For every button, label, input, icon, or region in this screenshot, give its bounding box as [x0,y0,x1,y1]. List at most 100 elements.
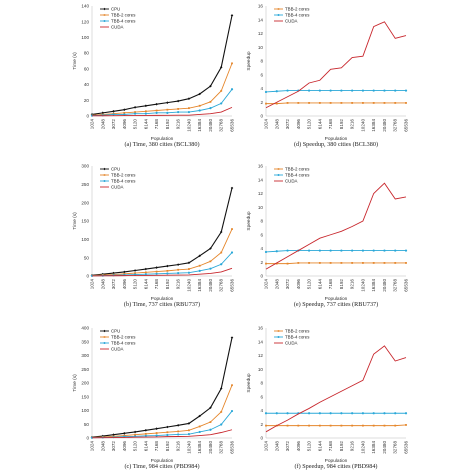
data-point [286,424,289,427]
y-axis-label: Speedup [246,373,252,393]
y-tick-label: 10 [258,45,264,50]
x-tick-label: 1024 [264,441,269,452]
y-tick-label: 8 [260,381,263,386]
x-tick-label: 8192 [165,279,170,290]
series-line-tbb-2-cores [266,424,407,427]
series-line-tbb-4-cores [91,252,233,277]
x-tick-label: 6144 [143,279,148,290]
x-axis-label: Population [325,296,348,302]
data-point [318,262,321,264]
data-point [219,387,223,390]
data-point [230,88,234,91]
data-point [265,262,267,265]
legend-entry: CUDA [285,179,298,184]
data-point [220,423,223,426]
data-point [133,430,137,434]
y-tick-label: 14 [258,339,264,344]
data-point [144,110,147,113]
data-point [166,101,169,104]
data-point [362,424,364,427]
data-point [166,264,169,268]
y-tick-label: 140 [81,4,89,9]
x-tick-label: 10240 [360,441,365,454]
y-tick-label: 60 [84,66,90,71]
series-line-cuda [265,345,407,433]
legend-entry: TBB-4 cores [285,173,310,178]
y-tick-label: 6 [260,232,263,237]
data-point [198,254,201,258]
legend-entry: CUDA [285,19,298,24]
x-tick-label: 32768 [219,119,224,132]
y-tick-label: 0 [260,274,263,279]
x-tick-label: 7168 [328,279,333,290]
y-tick-label: 14 [258,177,264,182]
x-tick-label: 16384 [197,119,202,132]
data-point [318,249,321,252]
legend-marker [277,168,280,170]
x-tick-label: 7168 [154,441,159,452]
data-point [133,269,137,272]
y-tick-label: 300 [81,164,89,169]
data-point [308,262,310,264]
y-axis-label: Time (s) [72,212,78,230]
legend-entry: TBB-4 cores [285,13,310,18]
y-tick-label: 8 [260,219,263,224]
legend-marker [103,180,106,182]
y-tick-label: 4 [260,408,263,413]
data-point [351,424,354,427]
series-line-cpu [91,337,233,438]
data-point [188,429,190,432]
x-tick-label: 9216 [350,279,355,290]
legend-entry: CPU [111,329,120,334]
x-tick-label: 4096 [122,441,127,452]
data-point [166,425,169,429]
data-point [318,424,321,427]
legend-marker [103,174,106,176]
data-point [340,89,343,92]
data-point [264,412,268,415]
y-tick-label: 2 [260,260,263,265]
data-point [362,102,364,104]
data-point [155,432,158,434]
y-tick-label: 200 [81,381,89,386]
x-tick-label: 6144 [317,279,322,290]
y-tick-label: 100 [81,35,89,40]
y-tick-label: 120 [81,19,89,24]
data-point [230,14,234,17]
data-point [155,111,158,114]
data-point [329,412,332,415]
data-point [144,104,148,108]
y-tick-label: 100 [81,237,89,242]
y-tick-label: 16 [258,4,264,9]
data-point [123,270,126,274]
data-point [187,97,191,101]
data-point [155,272,158,275]
x-tick-label: 3072 [285,441,290,452]
x-tick-label: 7168 [154,279,159,290]
legend-entry: TBB-4 cores [111,179,136,184]
data-point [209,247,212,250]
x-tick-label: 4096 [122,119,127,130]
data-point [177,430,180,433]
data-point [351,102,354,104]
x-tick-label: 20480 [382,119,387,132]
x-tick-label: 2048 [274,441,279,452]
legend-marker [277,14,280,16]
x-tick-label: 2048 [274,279,279,290]
data-point [307,412,311,415]
y-tick-label: 6 [260,72,263,77]
data-point [144,434,147,437]
data-point [209,267,212,270]
y-tick-label: 0 [86,114,89,119]
series-line-tbb-4-cores [91,410,233,439]
data-point [188,268,190,270]
data-point [340,412,343,415]
data-point [275,412,278,415]
data-point [286,262,289,265]
x-tick-label: 3072 [111,279,116,290]
data-point [372,262,375,264]
data-point [275,250,278,253]
data-point [297,424,300,427]
data-point [219,65,223,69]
data-point [209,84,212,88]
